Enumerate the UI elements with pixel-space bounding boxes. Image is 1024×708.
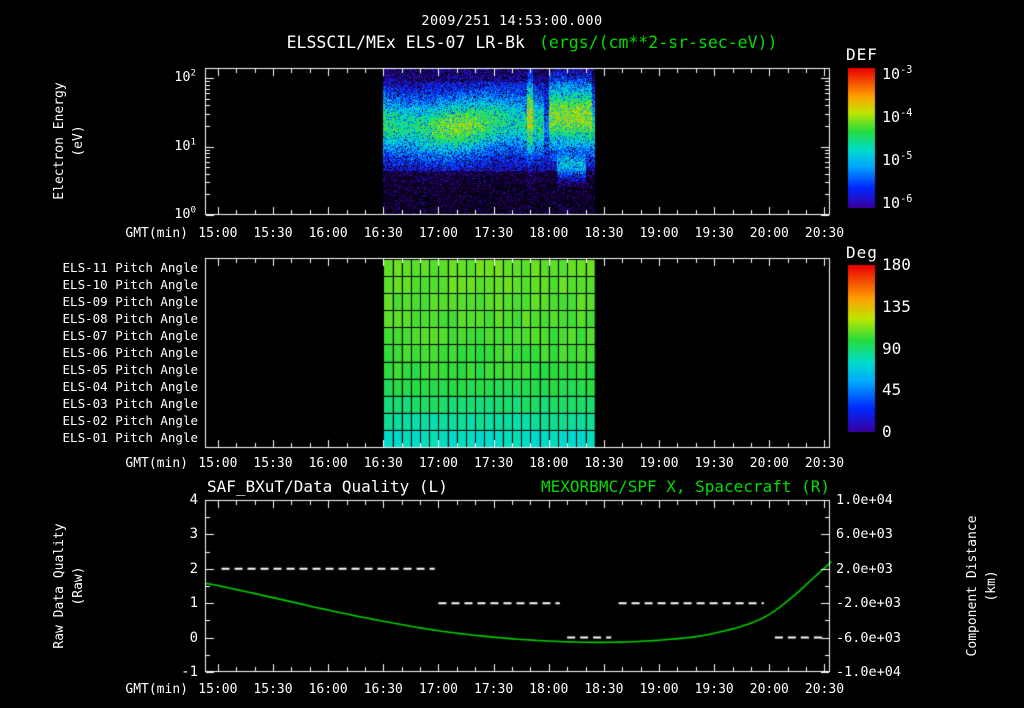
deg-tick-label: 90 xyxy=(882,338,902,358)
axis-label-line: Electron Energy xyxy=(52,82,67,200)
x-tick-label: 18:30 xyxy=(584,456,624,471)
energy-tick-label: 100 xyxy=(174,204,196,222)
x-tick-label: 17:00 xyxy=(418,456,459,471)
def-tick-label: 10-3 xyxy=(882,65,913,84)
x-tick-label: 20:30 xyxy=(804,456,845,471)
quality-tick-label: -1 xyxy=(181,664,198,680)
pitch-row-label: ELS-04 Pitch Angle xyxy=(62,379,198,395)
x-tick-label: 16:00 xyxy=(308,226,348,241)
deg-colorbar-title: Deg xyxy=(846,243,878,262)
x-tick-label: 20:00 xyxy=(749,456,789,471)
x-tick-label: 20:00 xyxy=(749,682,789,697)
deg-tick-label: 0 xyxy=(882,422,892,441)
x-tick-label: 16:30 xyxy=(363,226,403,241)
x-tick-label: 17:30 xyxy=(474,226,514,241)
energy-tick-label: 102 xyxy=(174,67,196,86)
x-tick-label: 19:30 xyxy=(694,456,734,471)
pitch-row-label: ELS-05 Pitch Angle xyxy=(62,362,198,378)
electron-energy-axis-label: Electron Energy (eV) xyxy=(50,46,88,236)
axis-label-line: (eV) xyxy=(71,125,86,157)
pitch-row-label: ELS-02 Pitch Angle xyxy=(62,413,198,429)
x-tick-label: 19:00 xyxy=(639,682,679,697)
x-tick-label: 17:00 xyxy=(418,682,459,697)
x-tick-label: 20:30 xyxy=(804,226,845,241)
x-tick-label: 17:00 xyxy=(418,226,459,241)
x-tick-label: 18:30 xyxy=(584,226,624,241)
x-tick-label: 15:30 xyxy=(253,226,293,241)
x-tick-label: 15:00 xyxy=(198,456,238,471)
distance-tick-label: 6.0e+03 xyxy=(836,526,893,543)
axis-label-line: Component Distance xyxy=(965,515,980,657)
x-tick-label: 18:00 xyxy=(529,682,569,697)
def-tick-label: 10-4 xyxy=(882,108,913,127)
pitch-row-label: ELS-11 Pitch Angle xyxy=(62,259,198,275)
pitch-row-label: ELS-08 Pitch Angle xyxy=(62,310,198,326)
gmt-axis-label-bottom: GMT(min) xyxy=(125,682,188,697)
x-tick-label: 15:30 xyxy=(253,456,293,471)
pitch-row-label: ELS-03 Pitch Angle xyxy=(62,396,198,412)
plot-title: ELSSCIL/MEx ELS-07 LR-Bk (ergs/(cm**2-sr-… xyxy=(20,33,1024,52)
deg-tick-label: 135 xyxy=(882,296,911,316)
quality-tick-label: 1 xyxy=(189,595,198,612)
x-tick-label: 15:00 xyxy=(198,226,238,241)
x-tick-label: 16:00 xyxy=(308,456,348,471)
x-tick-label: 20:30 xyxy=(804,682,845,697)
x-tick-label: 19:30 xyxy=(694,682,734,697)
gmt-axis-label-middle: GMT(min) xyxy=(125,456,188,471)
instrument-label: ELSSCIL/MEx ELS-07 LR-Bk xyxy=(286,33,525,52)
x-tick-label: 15:00 xyxy=(198,682,238,697)
pitch-row-label: ELS-01 Pitch Angle xyxy=(62,430,198,446)
distance-tick-label: -6.0e+03 xyxy=(836,629,902,646)
quality-tick-label: 4 xyxy=(189,492,198,508)
quality-tick-label: 0 xyxy=(189,629,198,646)
raw-data-quality-axis-label: Raw Data Quality (Raw) xyxy=(50,491,88,681)
pitch-row-label: ELS-10 Pitch Angle xyxy=(62,276,198,292)
gmt-axis-label-top: GMT(min) xyxy=(125,226,188,241)
axis-label-line: (km) xyxy=(984,570,999,602)
pitch-row-label: ELS-07 Pitch Angle xyxy=(62,327,198,343)
energy-tick-label: 101 xyxy=(174,136,196,154)
x-tick-label: 17:30 xyxy=(474,456,514,471)
distance-tick-label: -2.0e+03 xyxy=(836,595,902,612)
x-tick-label: 20:00 xyxy=(749,226,789,241)
distance-tick-label: 1.0e+04 xyxy=(836,492,893,508)
x-tick-label: 15:30 xyxy=(253,682,293,697)
pitch-row-label: ELS-09 Pitch Angle xyxy=(62,293,198,309)
x-tick-label: 16:00 xyxy=(308,682,348,697)
distance-tick-label: 2.0e+03 xyxy=(836,560,893,577)
def-tick-label: 10-6 xyxy=(882,194,913,213)
distance-tick-label: -1.0e+04 xyxy=(836,664,902,680)
x-tick-label: 18:00 xyxy=(529,226,569,241)
quality-tick-label: 2 xyxy=(189,560,198,577)
x-tick-label: 16:30 xyxy=(363,682,403,697)
x-tick-label: 16:30 xyxy=(363,456,403,471)
deg-tick-label: 180 xyxy=(882,255,911,274)
spacecraft-series-title: MEXORBMC/SPF X, Spacecraft (R) xyxy=(541,477,830,496)
def-colorbar-title: DEF xyxy=(846,45,878,64)
deg-tick-label: 45 xyxy=(882,380,902,400)
pitch-row-label: ELS-06 Pitch Angle xyxy=(62,345,198,360)
flux-units-label: (ergs/(cm**2-sr-sec-eV)) xyxy=(539,33,778,52)
x-tick-label: 19:00 xyxy=(639,226,679,241)
quality-tick-label: 3 xyxy=(189,526,198,543)
x-tick-label: 18:00 xyxy=(529,456,569,471)
x-tick-label: 19:30 xyxy=(694,226,734,241)
x-tick-label: 19:00 xyxy=(639,456,679,471)
timestamp-title: 2009/251 14:53:00.000 xyxy=(421,13,603,29)
x-tick-label: 18:30 xyxy=(584,682,624,697)
def-tick-label: 10-5 xyxy=(882,151,913,170)
axis-label-line: (Raw) xyxy=(71,566,86,606)
x-tick-label: 17:30 xyxy=(474,682,514,697)
axis-label-line: Raw Data Quality xyxy=(52,523,67,649)
component-distance-axis-label: Component Distance (km) xyxy=(963,491,1001,681)
quality-series-title: SAF_BXuT/Data Quality (L) xyxy=(207,477,448,496)
